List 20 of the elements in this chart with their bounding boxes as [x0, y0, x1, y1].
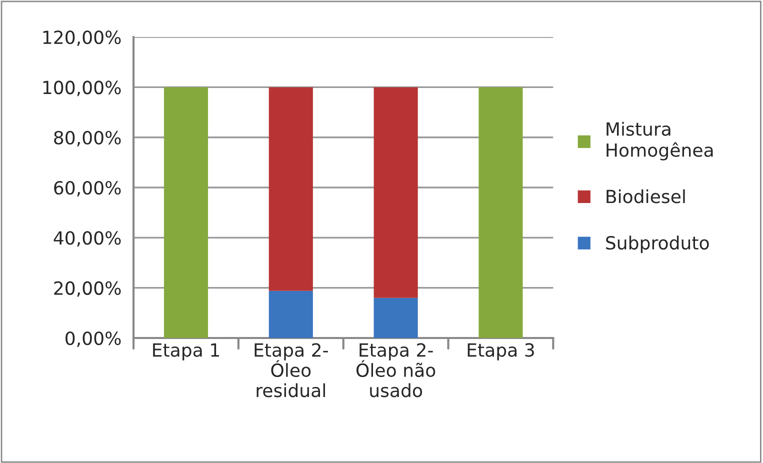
x-tick-label: Etapa 2- Óleo não usado [356, 343, 436, 398]
x-tick-label: Etapa 3 [468, 343, 534, 360]
y-tick-label: 80,00% [54, 130, 121, 146]
y-tick-label: 0,00% [66, 331, 121, 347]
y-tick-label: 100,00% [43, 80, 121, 96]
x-tick-label: Etapa 2- Óleo residual [254, 343, 328, 398]
bar [268, 87, 313, 291]
y-tick-label: 60,00% [54, 180, 121, 196]
y-tick-label: 40,00% [54, 231, 121, 247]
bar [164, 87, 208, 338]
legend-label: Biodiesel [606, 189, 685, 204]
y-tick-label: 20,00% [54, 281, 121, 297]
bar [374, 87, 418, 298]
bar [268, 290, 313, 338]
y-tick-label: 120,00% [43, 30, 121, 46]
x-tick-label: Etapa 1 [153, 343, 219, 360]
bar [374, 298, 418, 338]
bar [478, 87, 523, 338]
legend-label: Subproduto [606, 236, 709, 254]
legend-label: Mistura Homogênea [606, 122, 713, 160]
